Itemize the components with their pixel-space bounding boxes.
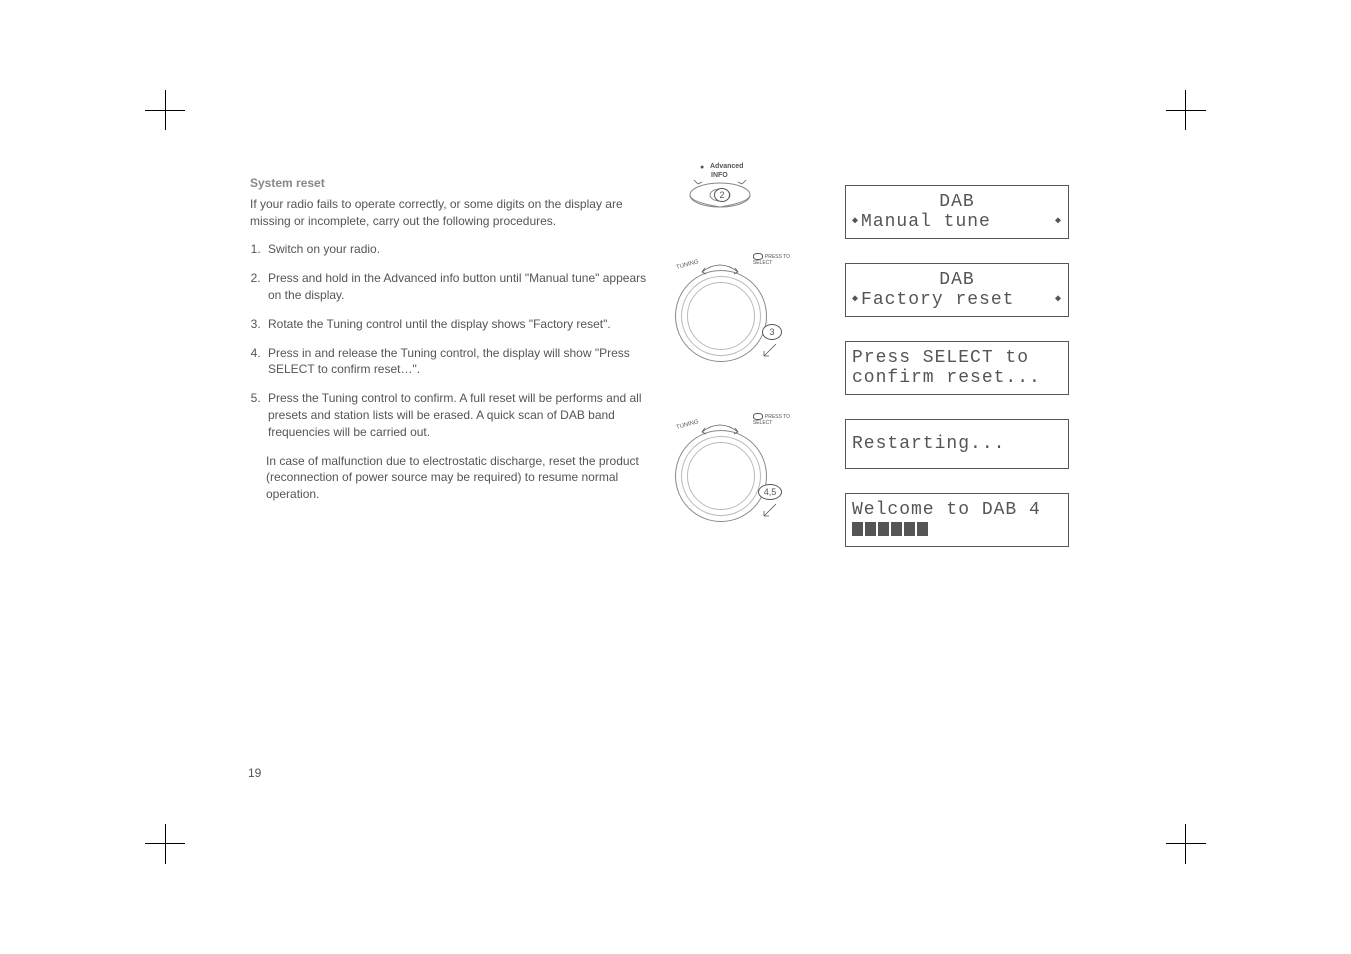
- tuning-label: TUNING: [676, 259, 700, 271]
- rotate-arrows-icon: [700, 262, 740, 282]
- step-item: Press and hold in the Advanced info butt…: [264, 270, 650, 304]
- lcd-line: Welcome to DAB 4: [852, 500, 1062, 520]
- step-item: Switch on your radio.: [264, 241, 650, 258]
- step-item: Rotate the Tuning control until the disp…: [264, 316, 650, 333]
- lcd-display: Press SELECT to confirm reset...: [845, 341, 1069, 395]
- tuning-knob-diagram: TUNING PRESS TOSELECT 3: [670, 260, 790, 380]
- step-item: Press in and release the Tuning control,…: [264, 345, 650, 379]
- lcd-line: Manual tune: [852, 212, 1062, 232]
- crop-mark: [1166, 824, 1206, 864]
- step-number-badge: 4,5: [758, 484, 782, 500]
- tuning-knob-diagram: TUNING PRESS TOSELECT 4,5: [670, 420, 790, 540]
- diagram-column: ● Advanced INFO 2 TUNING PRESS TOSELECT …: [670, 170, 790, 580]
- press-to-select-label: PRESS TOSELECT: [753, 253, 790, 266]
- lcd-line: Restarting...: [852, 434, 1062, 454]
- lcd-line: DAB: [852, 192, 1062, 212]
- info-button-icon: [680, 180, 780, 230]
- crop-mark: [1166, 90, 1206, 130]
- lcd-display: Welcome to DAB 4: [845, 493, 1069, 547]
- step-number-badge: 2: [714, 188, 730, 202]
- lcd-display: DAB Factory reset: [845, 263, 1069, 317]
- lcd-column: DAB Manual tune DAB Factory reset Press …: [845, 185, 1069, 547]
- info-button-diagram: ● Advanced INFO 2: [670, 170, 780, 230]
- info-label: INFO: [711, 172, 728, 179]
- step-item: Press the Tuning control to confirm. A f…: [264, 390, 650, 440]
- crop-mark: [145, 824, 185, 864]
- tuning-label: TUNING: [676, 419, 700, 431]
- press-to-select-label: PRESS TOSELECT: [753, 413, 790, 426]
- step-number-badge: 3: [762, 324, 782, 340]
- rotate-arrows-icon: [700, 422, 740, 442]
- lcd-display: Restarting...: [845, 419, 1069, 469]
- section-heading: System reset: [250, 175, 650, 192]
- intro-paragraph: If your radio fails to operate correctly…: [250, 196, 650, 230]
- lcd-progress: [852, 520, 1062, 540]
- lcd-line: Press SELECT to: [852, 348, 1062, 368]
- info-led: ●: [700, 164, 704, 171]
- lcd-display: DAB Manual tune: [845, 185, 1069, 239]
- lcd-line: DAB: [852, 270, 1062, 290]
- press-arrow-icon: [760, 342, 780, 362]
- lcd-line: Factory reset: [852, 290, 1062, 310]
- crop-mark: [145, 90, 185, 130]
- lcd-line: confirm reset...: [852, 368, 1062, 388]
- press-arrow-icon: [760, 502, 780, 522]
- text-column: System reset If your radio fails to oper…: [250, 175, 650, 503]
- note-paragraph: In case of malfunction due to electrosta…: [266, 453, 650, 503]
- page-number: 19: [248, 766, 261, 780]
- advanced-label: Advanced: [710, 163, 743, 170]
- steps-list: Switch on your radio. Press and hold in …: [250, 241, 650, 440]
